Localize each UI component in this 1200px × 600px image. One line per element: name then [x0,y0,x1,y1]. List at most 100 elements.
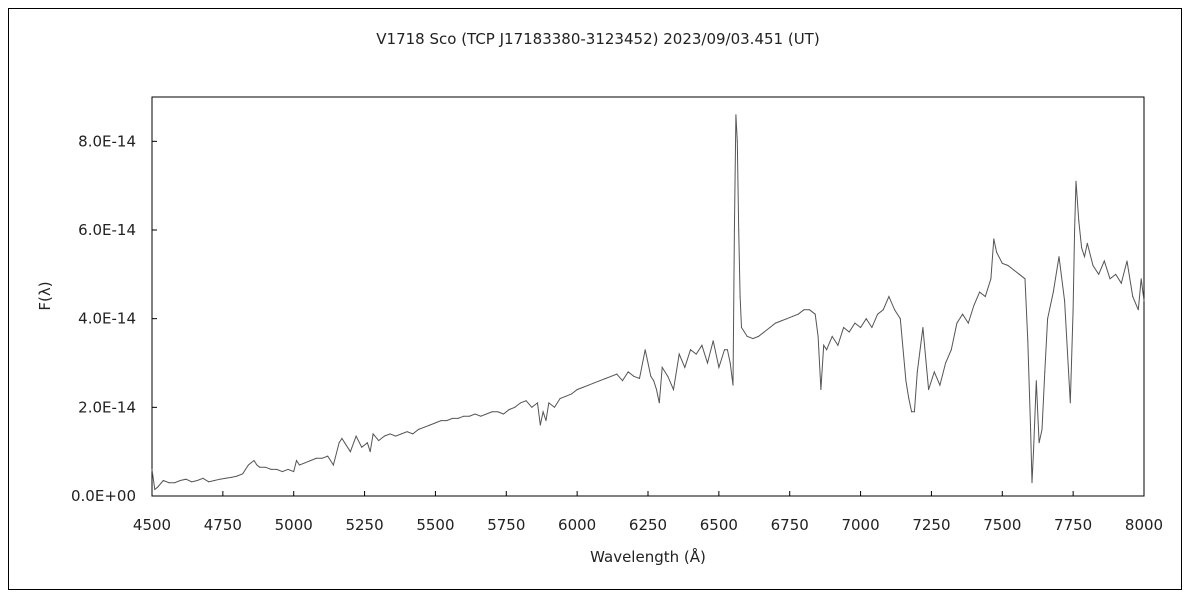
spectrum-point [463,415,465,417]
x-tick-label: 5750 [487,516,525,534]
spectrum-point [1084,256,1085,258]
spectrum-point [911,411,913,413]
spectrum-point [848,331,850,333]
spectrum-point [423,426,425,428]
spectrum-point [378,440,380,442]
spectrum-point [157,486,159,488]
spectrum-point [1033,451,1034,453]
spectrum-point [1044,371,1046,373]
spectrum-point [576,389,578,391]
plot-area [151,96,1145,497]
x-axis-label: Wavelength (Å) [590,547,706,566]
spectrum-point [928,389,930,391]
spectrum-point [520,402,521,404]
spectrum-point [599,380,601,382]
spectrum-point [531,406,533,408]
spectrum-point [690,349,691,351]
spectrum-point [973,304,975,306]
spectrum-point [417,429,419,430]
spectrum-point [678,353,680,355]
spectrum-point [996,251,998,253]
spectrum-point [344,442,346,444]
spectrum-point [361,446,363,448]
spectrum-point [355,435,357,437]
spectrum-point [667,375,669,377]
spectrum-point [236,475,238,477]
spectrum-point [537,402,538,404]
spectrum-point [732,384,734,386]
spectrum-point [225,477,227,479]
spectrum-point [525,400,527,402]
spectrum-point [395,435,397,437]
spectrum-point [434,422,436,424]
spectrum-point [967,322,969,324]
spectrum-point [1052,291,1054,293]
spectrum-point [1098,273,1100,275]
spectrum-point [230,476,232,478]
spectrum-point [899,318,901,320]
y-tick-label: 8.0E-14 [78,132,136,150]
spectrum-point [154,488,156,490]
x-tick-label: 5000 [275,516,313,534]
spectrum-point [480,415,482,417]
spectrum-point [179,480,181,481]
spectrum-point [639,378,640,379]
spectrum-point [451,417,453,419]
spectrum-point [729,362,731,364]
spectrum-point [293,471,295,473]
spectrum-point [1030,429,1032,430]
spectrum-point [1031,482,1033,484]
spectrum-point [823,344,825,346]
spectrum-point [1001,262,1003,264]
spectrum-point [1041,429,1043,430]
spectrum-point [735,114,737,116]
spectrum-point [559,398,561,399]
spectrum-point [174,482,176,484]
spectrum-point [956,322,958,324]
spectrum-point [474,413,476,415]
spectrum-point [741,327,742,328]
spectrum-point [673,389,674,391]
spectrum-point [588,384,589,386]
spectrum-point [508,409,510,411]
spectrum-point [1018,273,1020,275]
spectrum-point [701,344,703,346]
spectrum-point [349,451,351,453]
x-tick-label: 8000 [1125,516,1163,534]
spectrum-point [653,380,655,382]
spectrum-point [1081,247,1083,249]
spectrum-point [894,309,896,311]
spectrum-point [752,338,754,340]
y-tick-label: 2.0E-14 [78,398,136,416]
spectrum-point [503,413,504,415]
spectrum-point [733,229,735,231]
spectrum-point [310,460,312,461]
spectrum-point [1109,278,1111,280]
spectrum-point [264,466,266,468]
spectrum-point [656,389,657,391]
x-tick-label: 5250 [345,516,383,534]
spectrum-point [582,386,584,388]
spectrum-point [809,309,811,311]
spectrum-point [831,335,833,337]
spectrum-point [871,327,873,328]
x-tick-label: 6250 [629,516,667,534]
spectrum-point [605,378,606,379]
spectrum-point [497,411,499,413]
y-tick-label: 4.0E-14 [78,310,136,328]
spectrum-point [803,309,805,311]
spectrum-point [256,464,258,466]
spectrum-point [514,406,516,408]
x-tick-label: 4750 [204,516,242,534]
x-tick-label: 7500 [983,516,1021,534]
spectrum-point [571,393,572,395]
spectrum-point [990,278,992,280]
spectrum-point [860,327,862,328]
spectrum-point [287,468,289,470]
spectrum-point [888,296,890,297]
spectrum-point [792,315,793,317]
y-axis-label: F(λ) [36,281,54,310]
spectrum-point [979,291,981,293]
spectrum-point [185,478,187,480]
